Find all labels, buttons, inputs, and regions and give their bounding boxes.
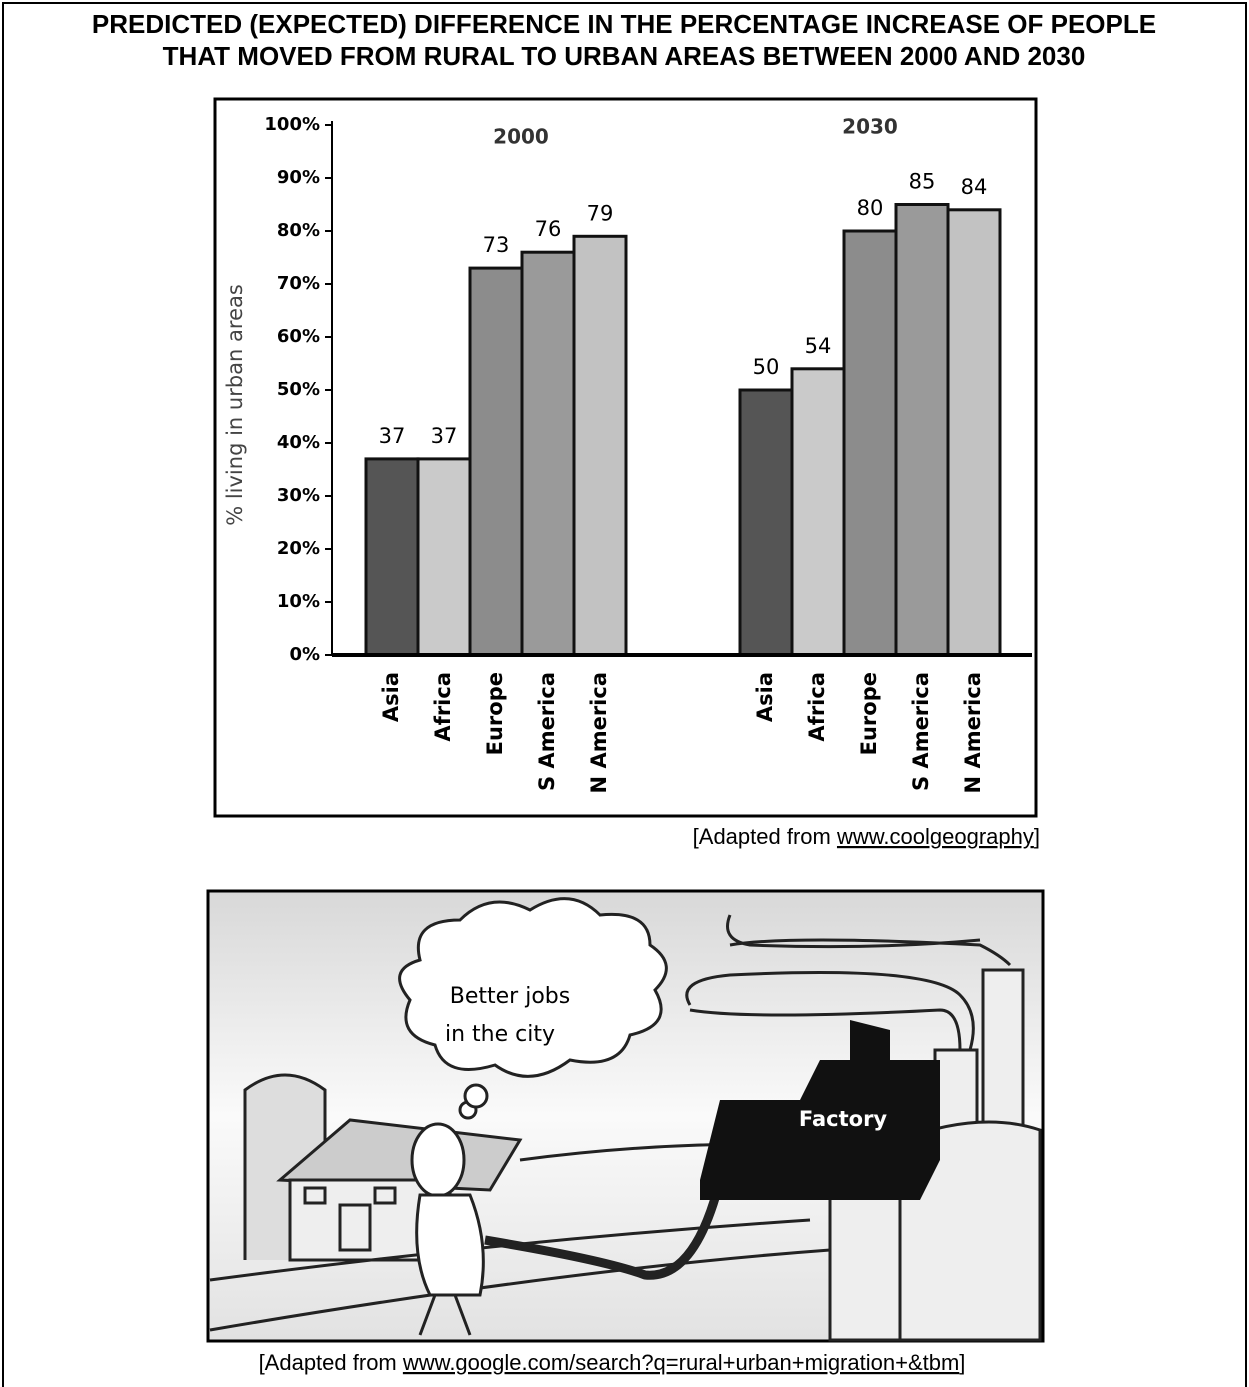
bar <box>790 367 846 657</box>
chart: 0% 10% 20% 30% 40% 50% 60% 70% 80% 90% 100% % livin… <box>223 114 1032 793</box>
bar <box>946 208 1002 657</box>
x-tick-label: N America <box>961 672 985 793</box>
source-suffix: ] <box>1034 824 1040 849</box>
y-tick-label: 50% <box>277 379 320 400</box>
value-label: 79 <box>587 201 614 225</box>
y-tick-label: 20% <box>277 538 320 559</box>
source-link: www.google.com/search?q=rural+urban+migr… <box>402 1350 959 1375</box>
value-label: 50 <box>753 355 780 379</box>
group-label: 2030 <box>842 115 898 139</box>
value-label: 80 <box>857 196 884 220</box>
x-tick-label: S America <box>535 672 559 791</box>
y-tick-label: 90% <box>277 167 320 188</box>
title-line: PREDICTED (EXPECTED) DIFFERENCE IN THE P… <box>92 9 1156 39</box>
thought-text: in the city <box>445 1022 555 1047</box>
illustration: Better jobs in the city Factory <box>206 889 1045 1343</box>
bar <box>520 250 576 657</box>
x-tick-label: S America <box>909 672 933 791</box>
value-label: 73 <box>483 233 510 257</box>
x-tick-label: Europe <box>857 672 881 755</box>
y-tick-label: 30% <box>277 485 320 506</box>
bar <box>738 388 794 657</box>
x-tick-label: N America <box>587 672 611 793</box>
source-prefix: [Adapted from <box>259 1350 403 1375</box>
value-label: 85 <box>909 170 936 194</box>
value-label: 37 <box>379 424 406 448</box>
value-label: 54 <box>805 334 832 358</box>
bar <box>842 229 898 657</box>
y-tick-label: 40% <box>277 432 320 453</box>
bar <box>468 266 524 657</box>
y-tick-label: 80% <box>277 220 320 241</box>
value-label: 84 <box>961 175 988 199</box>
y-tick-label: 0% <box>289 644 320 665</box>
y-tick-label: 70% <box>277 273 320 294</box>
x-tick-label: Africa <box>431 672 455 742</box>
value-label: 76 <box>535 217 562 241</box>
bar <box>416 457 472 657</box>
x-tick-label: Africa <box>805 672 829 742</box>
bar <box>894 203 950 657</box>
x-tick-label: Europe <box>483 672 507 755</box>
x-tick-label: Asia <box>379 672 403 722</box>
factory-label: Factory <box>799 1107 888 1131</box>
value-label: 37 <box>431 424 458 448</box>
source: [Adapted from www.coolgeography] <box>693 824 1040 849</box>
y-tick-label: 10% <box>277 591 320 612</box>
group-label: 2000 <box>493 125 549 149</box>
source-prefix: [Adapted from <box>693 824 837 849</box>
y-tick-label: 60% <box>277 326 320 347</box>
source: [Adapted from www.google.com/search?q=ru… <box>259 1350 966 1375</box>
source-suffix: ] <box>959 1350 965 1375</box>
bar <box>572 234 628 657</box>
sketch <box>209 897 1042 1342</box>
factory-silhouette <box>700 1020 940 1200</box>
source-link: www.coolgeography <box>836 824 1034 849</box>
bar <box>364 457 420 657</box>
y-tick-label: 100% <box>264 114 320 135</box>
y-axis-label: % living in urban areas <box>223 284 247 526</box>
title-line: THAT MOVED FROM RURAL TO URBAN AREAS BET… <box>163 41 1086 71</box>
thought-text: Better jobs <box>450 984 570 1009</box>
x-tick-label: Asia <box>753 672 777 722</box>
